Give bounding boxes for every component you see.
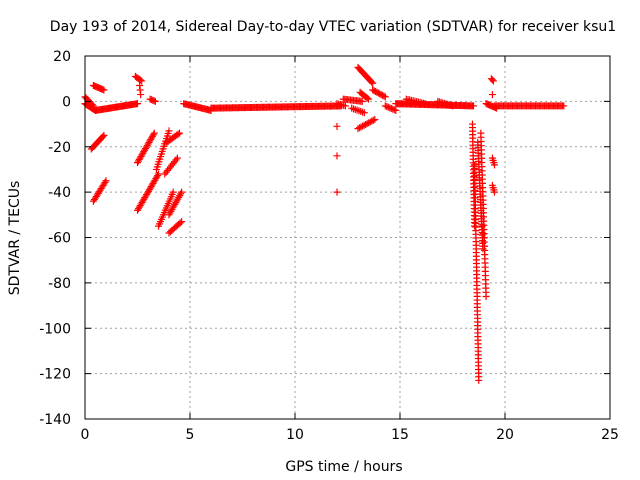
- data-point: [381, 93, 389, 101]
- data-point: [363, 120, 371, 128]
- data-point: [360, 121, 368, 129]
- data-point: [178, 188, 186, 196]
- data-point: [386, 104, 394, 112]
- data-point: [150, 129, 158, 137]
- data-point: [488, 76, 496, 84]
- data-point: [178, 218, 186, 226]
- data-point: [482, 292, 490, 300]
- data-point: [390, 106, 398, 114]
- grid-layer: [85, 56, 610, 419]
- x-axis-label: GPS time / hours: [285, 459, 402, 475]
- data-point: [491, 188, 498, 196]
- y-tick-label: -120: [39, 367, 71, 383]
- y-tick-label: -20: [48, 140, 71, 156]
- y-tick-label: 20: [53, 49, 71, 65]
- x-tick-label: 10: [286, 427, 304, 443]
- data-point: [489, 77, 497, 85]
- data-point: [383, 103, 391, 111]
- data-point: [480, 234, 488, 241]
- data-point: [449, 102, 456, 110]
- data-point: [369, 79, 377, 87]
- data-point: [421, 100, 429, 108]
- data-point: [134, 100, 141, 108]
- data-point: [102, 177, 110, 185]
- x-tick-label: 25: [601, 427, 619, 443]
- data-point: [88, 101, 96, 109]
- data-point: [365, 119, 373, 127]
- chart-title: Day 193 of 2014, Sidereal Day-to-day VTE…: [50, 19, 616, 35]
- data-point: [479, 226, 487, 234]
- data-point: [560, 102, 568, 110]
- data-point: [365, 95, 372, 103]
- data-point: [176, 219, 184, 227]
- data-point: [358, 97, 366, 105]
- data-point: [387, 105, 395, 113]
- data-point: [479, 230, 487, 238]
- data-point: [155, 170, 162, 178]
- data-point: [366, 118, 374, 126]
- data-point: [169, 188, 177, 196]
- data-point: [354, 125, 362, 133]
- x-tick-label: 15: [391, 427, 409, 443]
- data-point: [357, 123, 365, 131]
- data-point: [470, 102, 477, 110]
- data-point: [392, 106, 400, 114]
- data-point: [165, 127, 173, 135]
- data-point: [154, 172, 162, 180]
- data-point: [137, 91, 145, 99]
- data-point: [151, 97, 159, 105]
- data-point: [371, 116, 379, 124]
- data-point: [174, 130, 182, 138]
- data-point: [136, 76, 144, 84]
- data-point: [478, 222, 486, 230]
- data-point: [100, 86, 108, 94]
- data-point: [173, 154, 181, 162]
- x-tick-label: 20: [496, 427, 514, 443]
- data-point: [89, 102, 97, 110]
- y-axis-label: SDTVAR / TECUs: [7, 181, 23, 296]
- data-point: [333, 122, 341, 130]
- y-tick-label: -140: [39, 412, 71, 428]
- data-point: [356, 124, 364, 132]
- data-point: [359, 122, 367, 130]
- data-point: [380, 92, 388, 100]
- data-point: [368, 117, 376, 125]
- axis-ticks: 0 5 10 15 20 25 -140 -120 -100 -80 -60 -40 -20 0 20: [39, 49, 619, 443]
- y-tick-label: -40: [48, 185, 71, 201]
- data-point: [149, 131, 157, 139]
- data-point: [333, 188, 341, 196]
- y-tick-label: -100: [39, 321, 71, 337]
- data-point: [138, 77, 146, 85]
- data-point: [475, 376, 483, 384]
- data-point: [363, 94, 371, 102]
- data-point: [488, 91, 496, 99]
- data-points: [81, 63, 568, 384]
- data-point: [381, 102, 389, 110]
- data-point: [176, 129, 183, 137]
- data-point: [100, 131, 108, 139]
- x-tick-label: 0: [81, 427, 90, 443]
- data-point: [389, 105, 397, 113]
- data-point: [368, 78, 376, 86]
- data-point: [333, 152, 341, 160]
- x-tick-label: 5: [186, 427, 195, 443]
- data-point: [341, 102, 349, 110]
- y-tick-label: 0: [62, 94, 71, 110]
- data-point: [360, 109, 368, 117]
- data-point: [384, 103, 392, 111]
- data-point: [362, 120, 370, 128]
- y-tick-label: -60: [48, 231, 71, 247]
- data-point: [491, 161, 498, 169]
- y-tick-label: -80: [48, 276, 71, 292]
- data-point: [369, 116, 377, 124]
- data-point: [99, 133, 107, 141]
- data-point: [101, 178, 109, 186]
